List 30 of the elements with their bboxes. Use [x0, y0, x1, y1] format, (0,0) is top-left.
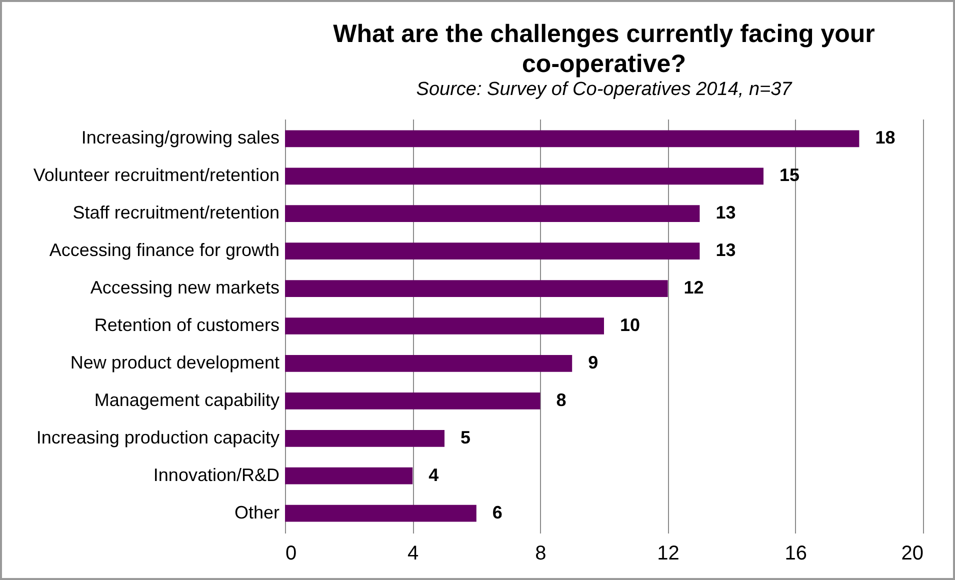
data-label: 9 — [588, 352, 598, 372]
x-tick-label: 4 — [408, 542, 419, 564]
data-label: 5 — [460, 427, 471, 448]
x-tick-label: 16 — [784, 542, 808, 564]
y-tick-label: Accessing finance for growth — [49, 240, 280, 260]
data-label: 13 — [716, 202, 736, 223]
data-label: 8 — [556, 390, 566, 410]
data-label: 4 — [428, 464, 439, 485]
x-tick-label: 0 — [286, 542, 297, 564]
y-tick-label: Other — [234, 502, 280, 522]
x-tick-label: 20 — [901, 542, 924, 564]
data-label: 13 — [716, 240, 736, 260]
chart-subtitle: Source: Survey of Co-operatives 2014, n=37 — [416, 79, 794, 100]
chart-title: What are the challenges currently facing your co-operative? — [333, 20, 876, 78]
y-tick-label: Volunteer recruitment/retention — [33, 165, 280, 186]
x-tick-label: 8 — [535, 542, 546, 564]
data-label: 18 — [875, 128, 896, 148]
y-tick-label: Accessing new markets — [90, 278, 280, 298]
data-label: 15 — [780, 165, 800, 186]
y-tick-label: Increasing/growing sales — [81, 128, 280, 148]
y-tick-label: New product development — [70, 352, 280, 372]
y-tick-label: Increasing production capacity — [36, 427, 280, 448]
data-label: 10 — [620, 315, 640, 335]
x-tick-label: 12 — [657, 542, 680, 564]
data-label: 12 — [684, 278, 704, 298]
y-tick-label: Management capability — [94, 390, 280, 410]
data-label: 6 — [492, 502, 502, 522]
y-tick-label: Retention of customers — [94, 315, 280, 335]
y-tick-label: Staff recruitment/retention — [72, 202, 280, 223]
y-tick-label: Innovation/R&D — [153, 464, 280, 485]
